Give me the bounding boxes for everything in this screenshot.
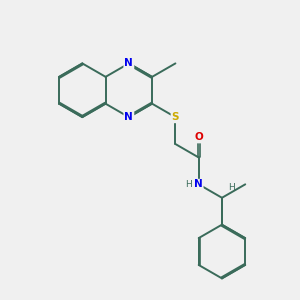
Text: S: S xyxy=(172,112,179,122)
Text: H: H xyxy=(228,183,235,192)
Text: N: N xyxy=(124,112,133,122)
Text: H: H xyxy=(185,180,192,189)
Text: N: N xyxy=(124,58,133,68)
Text: O: O xyxy=(194,132,203,142)
Text: N: N xyxy=(194,179,203,189)
